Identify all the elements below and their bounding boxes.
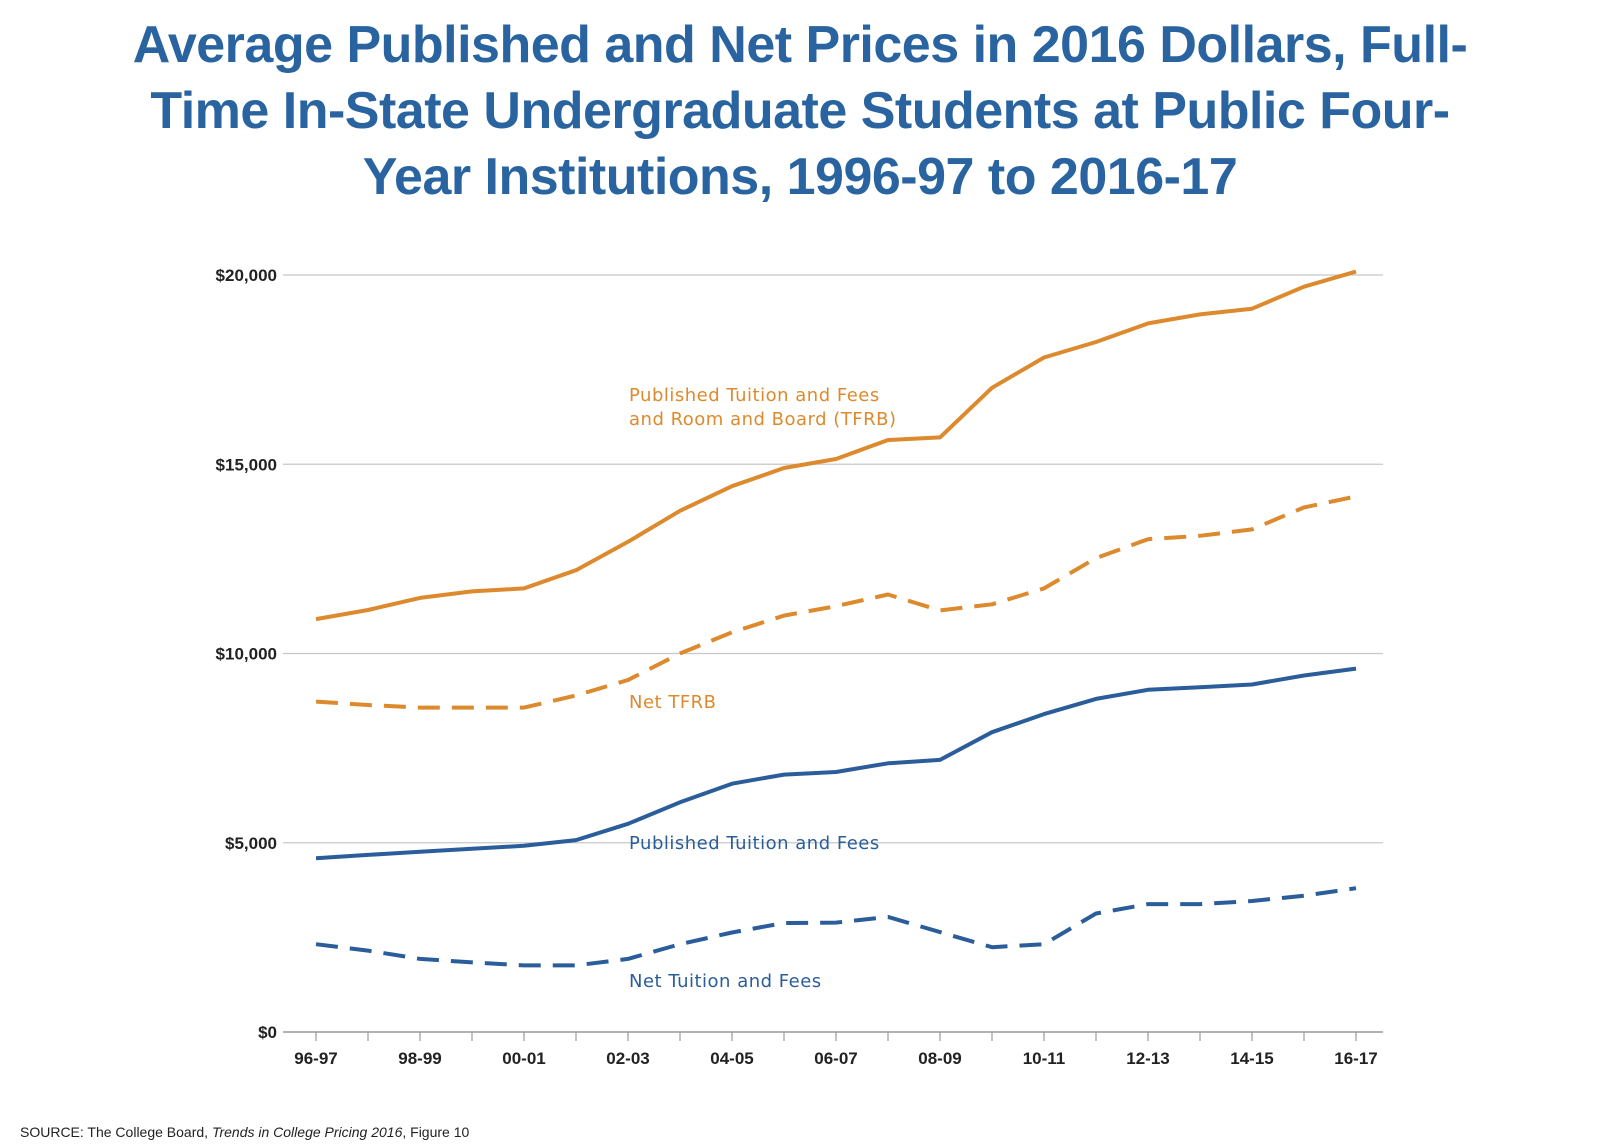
series-label-line: Net Tuition and Fees (629, 971, 822, 992)
y-tick-label: $20,000 (216, 266, 277, 285)
title-line-1: Average Published and Net Prices in 2016… (132, 16, 1468, 74)
source-note: SOURCE: The College Board, Trends in Col… (20, 1124, 469, 1140)
x-tick-label: 10-11 (1023, 1049, 1066, 1068)
series-label-line: and Room and Board (TFRB) (629, 409, 897, 430)
series-line-2 (315, 494, 1357, 710)
series-label-4: Net Tuition and Fees (629, 971, 822, 992)
x-tick-label: 00-01 (502, 1049, 545, 1068)
series-label-3: Published Tuition and Fees (629, 833, 880, 854)
series-label-line: Published Tuition and Fees (629, 385, 880, 406)
source-prefix: SOURCE: The College Board, (20, 1124, 212, 1140)
x-tick-label: 98-99 (398, 1049, 441, 1068)
x-tick-label: 96-97 (294, 1049, 337, 1068)
page-title: Average Published and Net Prices in 2016… (40, 12, 1560, 210)
y-tick-label: $0 (258, 1023, 277, 1042)
series-line-1 (315, 269, 1357, 622)
x-tick-label: 06-07 (814, 1049, 857, 1068)
series-label-line: Net TFRB (629, 692, 717, 713)
x-tick-label: 08-09 (918, 1049, 961, 1068)
source-publication: Trends in College Pricing 2016 (211, 1124, 403, 1140)
series-line-4 (315, 886, 1357, 968)
series-label-2: Net TFRB (629, 692, 717, 713)
axes: $0 $5,000 $10,000 $15,000 $20,000 96-97 98-99 0… (216, 266, 1383, 1068)
title-line-3: Year Institutions, 1996-97 to 2016-17 (362, 148, 1238, 206)
x-tick-label: 14-15 (1230, 1049, 1273, 1068)
x-tick-label: 04-05 (710, 1049, 753, 1068)
series-labels: Published Tuition and Fees and Room and B… (629, 385, 897, 992)
series-label-1: Published Tuition and Fees and Room and B… (629, 385, 897, 430)
series-label-line: Published Tuition and Fees (629, 833, 880, 854)
x-tick-label: 16-17 (1334, 1049, 1377, 1068)
y-tick-label: $5,000 (225, 834, 277, 853)
series-lines (315, 269, 1357, 968)
title-line-2: Time In-State Undergraduate Students at … (150, 82, 1450, 140)
y-tick-label: $15,000 (216, 455, 277, 474)
x-tick-label: 12-13 (1126, 1049, 1169, 1068)
x-tick-label: 02-03 (606, 1049, 649, 1068)
source-suffix: , Figure 10 (402, 1124, 470, 1140)
gridlines (283, 274, 1383, 844)
y-tick-label: $10,000 (216, 645, 277, 664)
series-line-3 (315, 666, 1357, 861)
